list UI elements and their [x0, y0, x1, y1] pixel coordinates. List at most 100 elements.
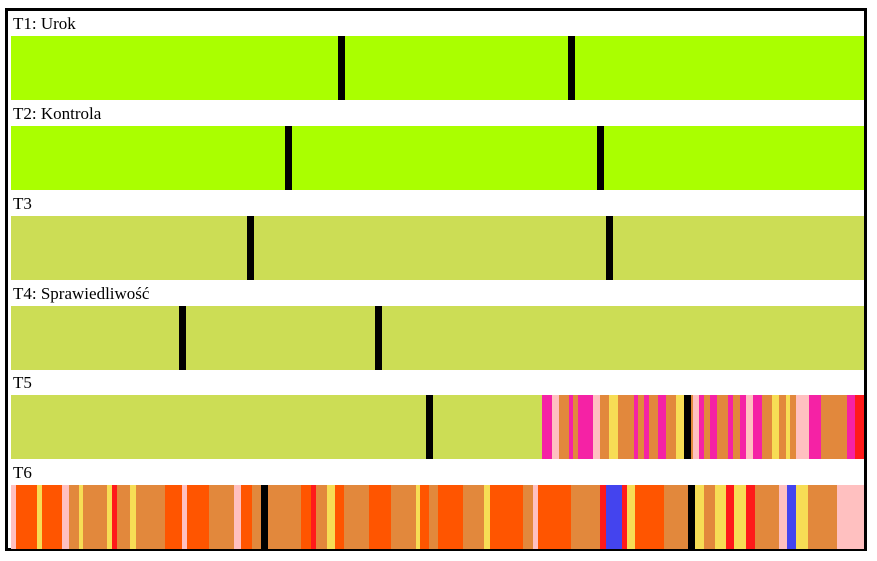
track-segment: [326, 485, 336, 549]
track-segment: [663, 485, 691, 549]
track-segment: [208, 485, 235, 549]
position-marker[interactable]: [261, 485, 269, 549]
track-bar[interactable]: [11, 126, 864, 190]
track-segment: [746, 395, 754, 459]
track-segment: [666, 395, 677, 459]
track-segment: [657, 395, 667, 459]
track-segment: [732, 395, 741, 459]
position-marker[interactable]: [684, 395, 692, 459]
track-segment: [807, 485, 837, 549]
track-segment: [637, 395, 644, 459]
track-segment: [343, 485, 370, 549]
track-segment: [740, 395, 747, 459]
track-segment: [618, 395, 634, 459]
track-segment: [316, 485, 327, 549]
track-bar[interactable]: [11, 395, 864, 459]
track-segment: [558, 395, 569, 459]
track-segment: [808, 395, 822, 459]
track-segment: [234, 485, 242, 549]
position-marker[interactable]: [374, 306, 382, 370]
track-segment: [855, 395, 864, 459]
track-segment: [490, 485, 523, 549]
track-segment: [11, 485, 17, 549]
track-segment: [710, 395, 718, 459]
track-segment: [746, 485, 755, 549]
track-segment: [754, 485, 779, 549]
track-segment: [111, 485, 117, 549]
track-bar[interactable]: [11, 216, 864, 280]
track-segment: [541, 395, 552, 459]
position-marker[interactable]: [338, 36, 346, 100]
track-segment: [251, 485, 301, 549]
track-segment: [649, 395, 658, 459]
track-segment: [533, 485, 539, 549]
track-segment: [606, 485, 622, 549]
track-segment: [36, 485, 42, 549]
track-segment: [778, 395, 786, 459]
track-segment: [836, 485, 864, 549]
track-label: T4: Sprawiedliwość: [13, 284, 150, 303]
track-segment: [725, 485, 735, 549]
track-segment: [420, 485, 429, 549]
track-segment: [82, 485, 107, 549]
track-segment: [633, 395, 638, 459]
track-segment: [771, 395, 779, 459]
track-segment: [785, 395, 790, 459]
track-segment: [832, 395, 847, 459]
track-segment: [821, 395, 833, 459]
track-segment: [130, 485, 136, 549]
track-segment: [570, 485, 600, 549]
track-segment: [717, 395, 728, 459]
track-segment: [311, 485, 317, 549]
track-segment: [846, 395, 856, 459]
track-segment: [522, 485, 534, 549]
track-segment: [599, 485, 607, 549]
track-segment: [703, 485, 715, 549]
position-marker[interactable]: [285, 126, 293, 190]
track-segment: [795, 395, 809, 459]
position-marker[interactable]: [178, 306, 186, 370]
track-segment: [62, 485, 69, 549]
track-label: T2: Kontrola: [13, 104, 102, 123]
track-segment: [16, 485, 37, 549]
track-segment: [795, 485, 808, 549]
track-segment: [79, 485, 83, 549]
track-segment: [164, 485, 182, 549]
track-segment: [727, 395, 733, 459]
track-segment: [241, 485, 252, 549]
track-segment: [703, 395, 711, 459]
position-marker[interactable]: [597, 126, 605, 190]
track-segment: [778, 485, 788, 549]
position-marker[interactable]: [246, 216, 254, 280]
track-segment: [761, 395, 772, 459]
track-segment: [390, 485, 417, 549]
position-marker[interactable]: [687, 485, 695, 549]
position-marker[interactable]: [425, 395, 433, 459]
track-segment: [41, 485, 63, 549]
track-segment: [635, 485, 664, 549]
track-segment: [484, 485, 491, 549]
track-segment: [621, 485, 627, 549]
track-label: T5: [13, 373, 32, 392]
track-segment: [714, 485, 726, 549]
track-segment: [693, 395, 699, 459]
track-segment: [626, 485, 636, 549]
track-bar[interactable]: [11, 306, 864, 370]
track-segment: [135, 485, 165, 549]
track-segment: [608, 395, 619, 459]
track-bar[interactable]: [11, 485, 864, 549]
track-segment: [676, 395, 688, 459]
track-segment: [538, 485, 571, 549]
timeline-frame: T1: Urok T2: Kontrola T3 T4: Sprawiedliw…: [5, 8, 867, 551]
position-marker[interactable]: [605, 216, 613, 280]
track-label: T1: Urok: [13, 14, 76, 33]
track-segment: [698, 395, 704, 459]
track-segment: [335, 485, 344, 549]
track-bar[interactable]: [11, 36, 864, 100]
track-segment: [643, 395, 650, 459]
track-segment: [734, 485, 747, 549]
position-marker[interactable]: [568, 36, 576, 100]
track-segment: [186, 485, 209, 549]
track-label: T6: [13, 463, 32, 482]
track-segment: [573, 395, 579, 459]
